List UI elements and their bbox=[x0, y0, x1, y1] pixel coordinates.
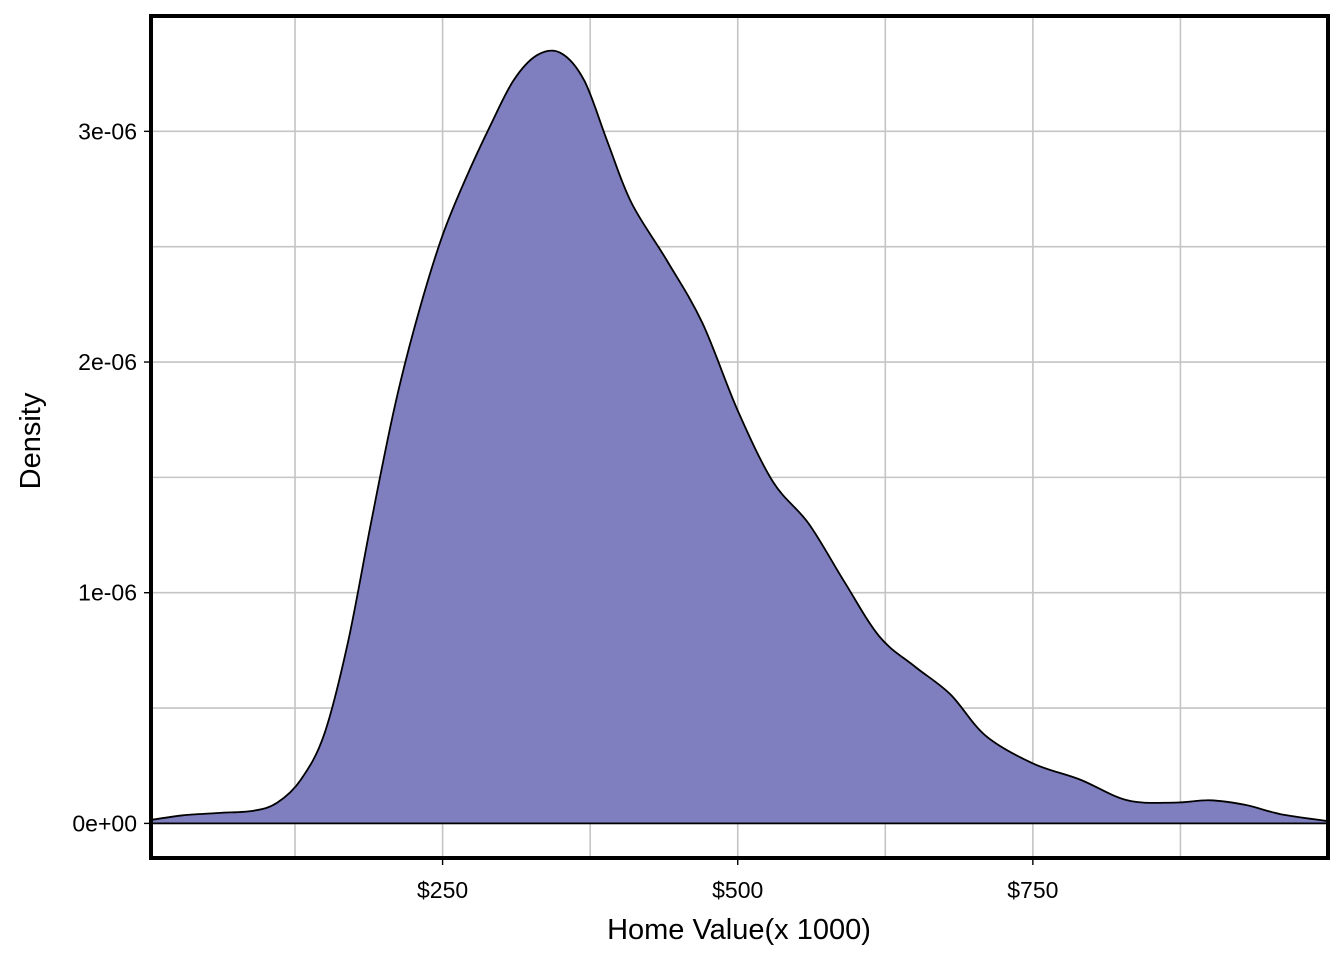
y-tick-label: 0e+00 bbox=[72, 810, 137, 836]
x-axis-title: Home Value(x 1000) bbox=[607, 914, 871, 946]
y-axis-title: Density bbox=[15, 392, 47, 489]
x-tick-label: $250 bbox=[417, 877, 468, 903]
plot-frame bbox=[149, 14, 1330, 860]
y-tick-label: 3e-06 bbox=[78, 118, 137, 144]
y-axis-tick-labels: 0e+00 1e-06 2e-06 3e-06 bbox=[72, 118, 137, 836]
y-tick-label: 2e-06 bbox=[78, 349, 137, 375]
x-axis-tick-labels: $250 $500 $750 bbox=[417, 877, 1058, 903]
x-tick-label: $500 bbox=[712, 877, 763, 903]
x-tick-label: $750 bbox=[1007, 877, 1058, 903]
density-area bbox=[150, 49, 1329, 825]
y-tick-label: 1e-06 bbox=[78, 580, 137, 606]
